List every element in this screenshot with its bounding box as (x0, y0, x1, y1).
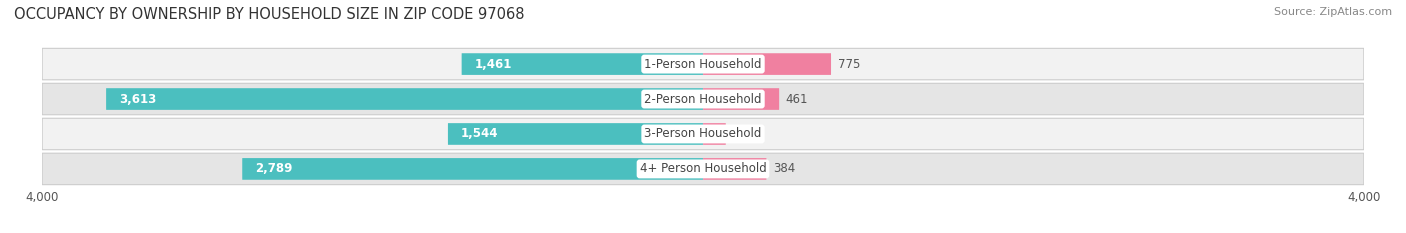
Text: 3,613: 3,613 (120, 93, 156, 106)
FancyBboxPatch shape (105, 88, 703, 110)
Text: Source: ZipAtlas.com: Source: ZipAtlas.com (1274, 7, 1392, 17)
FancyBboxPatch shape (242, 158, 703, 180)
Text: OCCUPANCY BY OWNERSHIP BY HOUSEHOLD SIZE IN ZIP CODE 97068: OCCUPANCY BY OWNERSHIP BY HOUSEHOLD SIZE… (14, 7, 524, 22)
FancyBboxPatch shape (42, 48, 1364, 80)
Text: 775: 775 (838, 58, 860, 71)
FancyBboxPatch shape (461, 53, 703, 75)
Text: 384: 384 (773, 162, 796, 175)
Text: 2-Person Household: 2-Person Household (644, 93, 762, 106)
Text: 461: 461 (786, 93, 808, 106)
Text: 4+ Person Household: 4+ Person Household (640, 162, 766, 175)
FancyBboxPatch shape (703, 123, 725, 145)
Text: 138: 138 (733, 127, 755, 140)
FancyBboxPatch shape (703, 88, 779, 110)
Text: 1,461: 1,461 (475, 58, 512, 71)
Text: 3-Person Household: 3-Person Household (644, 127, 762, 140)
FancyBboxPatch shape (42, 118, 1364, 150)
FancyBboxPatch shape (42, 153, 1364, 185)
Text: 1,544: 1,544 (461, 127, 499, 140)
Text: 1-Person Household: 1-Person Household (644, 58, 762, 71)
FancyBboxPatch shape (703, 158, 766, 180)
FancyBboxPatch shape (703, 53, 831, 75)
FancyBboxPatch shape (449, 123, 703, 145)
FancyBboxPatch shape (42, 83, 1364, 115)
Text: 2,789: 2,789 (256, 162, 292, 175)
